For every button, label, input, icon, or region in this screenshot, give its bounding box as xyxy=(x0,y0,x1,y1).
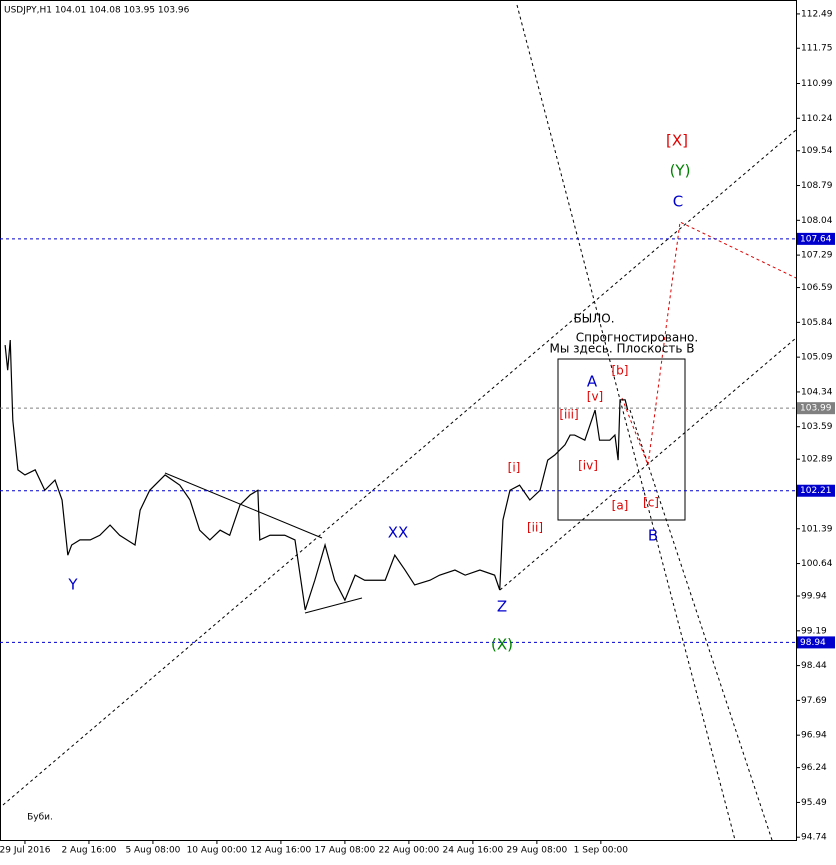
y-tick-label: 96.94 xyxy=(801,731,827,741)
y-tick-label: 107.29 xyxy=(801,251,833,261)
x-tick-label: 1 Sep 00:00 xyxy=(574,846,629,856)
y-tick-label: 102.89 xyxy=(801,455,833,465)
y-tick-label: 105.09 xyxy=(801,353,833,363)
y-tick-label: 104.34 xyxy=(801,387,833,397)
y-tick-label: 112.49 xyxy=(801,9,833,19)
x-tick-label: 29 Jul 2016 xyxy=(0,846,51,856)
wave-label: [iv] xyxy=(578,459,598,473)
x-tick-label: 12 Aug 16:00 xyxy=(251,846,312,856)
level-label-box xyxy=(797,484,835,497)
wave-label: Спрогностировано. xyxy=(576,331,698,345)
y-tick-label: 111.75 xyxy=(801,44,833,54)
x-tick-label: 5 Aug 08:00 xyxy=(125,846,180,856)
forecast-path xyxy=(621,221,797,466)
level-label-box xyxy=(797,402,835,415)
wave-label: [i] xyxy=(508,461,521,475)
wave-label: БЫЛО. xyxy=(573,312,614,326)
y-tick-label: 110.24 xyxy=(801,114,833,124)
wave-label: Z xyxy=(497,598,507,616)
y-tick-label: 103.59 xyxy=(801,422,833,432)
wave-label: [iii] xyxy=(559,408,578,422)
level-label: 107.64 xyxy=(800,234,832,244)
level-label: 102.21 xyxy=(800,486,832,496)
y-tick-label: 96.24 xyxy=(801,763,827,773)
wave-label: Мы здесь. Плоскость B xyxy=(550,342,695,356)
chart-title: USDJPY,H1 104.01 104.08 103.95 103.96 xyxy=(4,6,190,16)
y-tick-label: 109.54 xyxy=(801,146,833,156)
wave-label: [X] xyxy=(666,132,688,150)
wave-label: XX xyxy=(388,524,409,542)
x-tick-label: 24 Aug 16:00 xyxy=(443,846,504,856)
level-label: 98.94 xyxy=(800,638,826,648)
price-line xyxy=(4,339,629,611)
level-label: 103.99 xyxy=(800,404,832,414)
wave-label: (Y) xyxy=(670,162,691,180)
wave-label: [b] xyxy=(612,364,629,378)
wave-label: B xyxy=(648,527,658,545)
pattern-line xyxy=(164,472,323,539)
x-tick-label: 10 Aug 00:00 xyxy=(187,846,248,856)
y-tick-label: 110.99 xyxy=(801,79,833,89)
y-tick-label: 101.39 xyxy=(801,524,833,534)
y-tick-label: 97.69 xyxy=(801,696,827,706)
x-tick-label: 22 Aug 00:00 xyxy=(379,846,440,856)
y-tick-label: 106.59 xyxy=(801,283,833,293)
x-tick-label: 17 Aug 08:00 xyxy=(315,846,376,856)
wave-label: [c] xyxy=(643,496,659,510)
wave-label: [a] xyxy=(612,499,629,513)
y-tick-label: 100.64 xyxy=(801,559,833,569)
y-tick-label: 105.84 xyxy=(801,318,833,328)
x-tick-label: 29 Aug 08:00 xyxy=(507,846,568,856)
plot-frame xyxy=(0,0,797,841)
flat-box xyxy=(557,358,686,521)
level-label-box xyxy=(797,636,835,649)
y-tick-label: 94.74 xyxy=(801,833,827,843)
pattern-line xyxy=(304,597,363,614)
wave-label: Y xyxy=(67,576,78,594)
level-label-box xyxy=(797,232,835,245)
wave-label: [ii] xyxy=(527,521,543,535)
triangle xyxy=(164,472,363,614)
y-tick-label: 99.19 xyxy=(801,626,827,636)
wave-label: C xyxy=(673,193,683,211)
wave-label: A xyxy=(587,373,598,391)
y-tick-label: 99.94 xyxy=(801,592,827,602)
x-tick-label: 2 Aug 16:00 xyxy=(61,846,116,856)
y-tick-label: 98.44 xyxy=(801,661,827,671)
y-tick-label: 108.04 xyxy=(801,216,833,226)
y-tick-label: 95.49 xyxy=(801,798,827,808)
y-tick-label: 108.79 xyxy=(801,181,833,191)
wave-label: [v] xyxy=(587,390,603,404)
wave-label: (X) xyxy=(491,636,513,654)
wave-label: Буби. xyxy=(27,813,53,823)
